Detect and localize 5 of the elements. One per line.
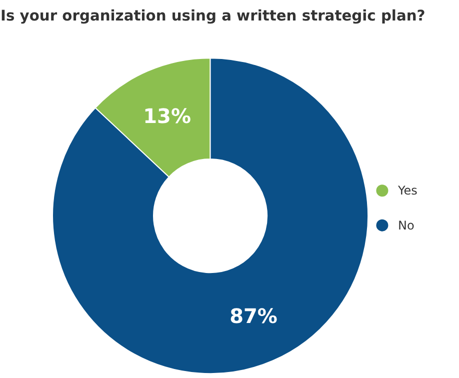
legend-label: Yes bbox=[396, 184, 418, 198]
data-label: 87% bbox=[230, 304, 278, 328]
chart-title: Is your organization using a written strategic plan? bbox=[0, 8, 426, 24]
data-label: 13% bbox=[143, 104, 191, 128]
legend-label: No bbox=[398, 218, 414, 232]
